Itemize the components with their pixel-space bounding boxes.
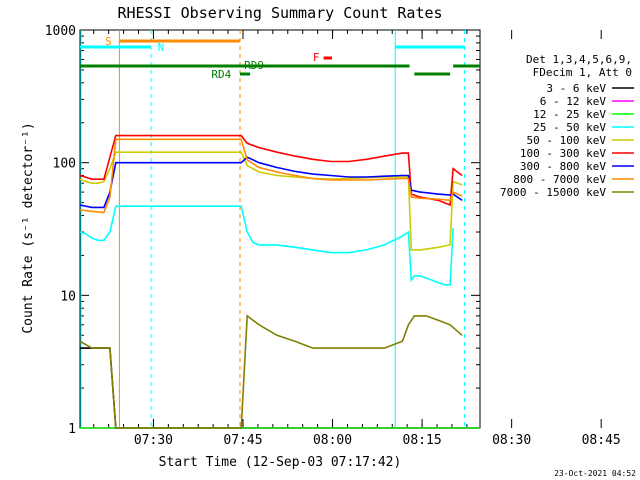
legend-header-line: FDecim 1, Att 0	[533, 66, 632, 79]
x-tick-label: 08:15	[403, 433, 442, 448]
y-tick-label: 100	[53, 157, 76, 172]
legend-entry-label: 100 - 300 keV	[520, 147, 606, 160]
y-tick-labels: 1 10 100 1000	[45, 24, 76, 437]
y-tick-label: 1000	[45, 24, 76, 39]
x-tick-label: 08:00	[313, 433, 352, 448]
x-tick-label: 08:45	[582, 433, 621, 448]
series-line	[79, 138, 463, 214]
x-tick-label: 08:30	[492, 433, 531, 448]
legend-entry-label: 300 - 800 keV	[520, 160, 606, 173]
y-axis-label: Count Rate (s⁻¹ detector⁻¹)	[21, 122, 36, 333]
state-bar-label: RD9	[244, 59, 264, 72]
state-bar-label: RD4	[211, 68, 231, 81]
legend-entry-label: 50 - 100 keV	[527, 134, 607, 147]
series-line	[79, 156, 463, 209]
plot-frame	[79, 29, 481, 429]
legend-entry-label: 7000 - 15000 keV	[500, 186, 606, 199]
legend-entry-label: 3 - 6 keV	[546, 82, 606, 95]
state-bar-label: F	[313, 51, 320, 64]
legend-header-line: Det 1,3,4,5,6,9,	[526, 53, 632, 66]
legend-entry-label: 25 - 50 keV	[533, 121, 606, 134]
series-line	[79, 314, 463, 429]
legend-entry-label: 12 - 25 keV	[533, 108, 606, 121]
plot-area: S N F RD9 RD4	[79, 30, 480, 429]
x-tick-labels: 07:30 07:45 08:00 08:15 08:30 08:45	[134, 433, 621, 448]
x-axis-label: Start Time (12-Sep-03 07:17:42)	[159, 455, 402, 470]
y-tick-label: 1	[68, 422, 76, 437]
legend: Det 1,3,4,5,6,9,FDecim 1, Att 0 3 - 6 keV…	[500, 53, 634, 199]
series-line	[80, 347, 480, 429]
timestamp: 23-Oct-2021 04:52	[554, 469, 636, 478]
y-tick-label: 10	[60, 289, 76, 304]
legend-entry-label: 6 - 12 keV	[540, 95, 607, 108]
state-bar-label: S	[105, 35, 112, 48]
x-tick-label: 07:30	[134, 433, 173, 448]
state-bar-label: N	[158, 41, 165, 54]
series-line	[79, 205, 454, 286]
x-tick-label: 07:45	[223, 433, 262, 448]
legend-entry-label: 800 - 7000 keV	[513, 173, 606, 186]
axes	[79, 29, 602, 429]
chart-title: RHESSI Observing Summary Count Rates	[117, 4, 442, 22]
